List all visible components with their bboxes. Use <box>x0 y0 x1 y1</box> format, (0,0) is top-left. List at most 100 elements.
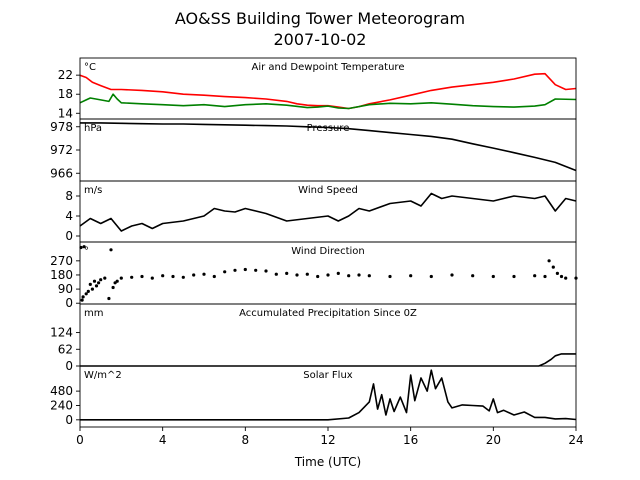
data-point <box>181 275 185 279</box>
data-point <box>103 276 107 280</box>
data-point <box>94 284 99 288</box>
data-point <box>326 273 330 277</box>
data-point <box>543 274 547 279</box>
series-line-0 <box>79 72 577 110</box>
data-point <box>285 271 289 275</box>
data-point <box>81 295 85 299</box>
data-point <box>388 274 392 279</box>
y-tick-label: 22 <box>58 68 73 82</box>
data-point <box>559 274 564 279</box>
data-point <box>547 259 551 263</box>
panel-unit-label: m/s <box>84 185 102 196</box>
chart-subtitle: 2007-10-02 <box>274 30 367 49</box>
series-line-0 <box>80 369 577 421</box>
data-point <box>192 273 196 277</box>
data-point <box>305 272 309 276</box>
y-tick-label: 180 <box>50 268 73 282</box>
data-point <box>564 276 568 280</box>
data-point <box>202 272 206 276</box>
panel-title: Wind Speed <box>298 185 358 196</box>
panel-title: Air and Dewpoint Temperature <box>252 62 405 73</box>
y-tick-label: 14 <box>58 106 73 120</box>
data-point <box>212 274 216 279</box>
panel-title: Pressure <box>307 123 350 134</box>
x-tick-label: 16 <box>403 433 418 447</box>
data-point <box>99 278 103 282</box>
data-point <box>533 274 537 278</box>
data-point <box>223 270 227 274</box>
y-tick-label: 972 <box>50 143 73 157</box>
data-point <box>233 268 237 272</box>
y-tick-label: 978 <box>50 120 73 134</box>
data-point <box>119 276 123 280</box>
data-point <box>336 271 340 275</box>
data-point <box>92 279 97 283</box>
panel-wind_speed: 0 4 8 m/s Wind Speed <box>65 180 577 243</box>
y-tick-label: 18 <box>58 87 73 101</box>
panel-title: Wind Direction <box>291 246 365 257</box>
data-point <box>171 274 175 279</box>
data-point <box>111 285 115 290</box>
x-axis: 0 4 8 12 16 20 24 <box>76 427 584 447</box>
y-tick-label: 90 <box>58 282 73 296</box>
panel-title: Accumulated Precipitation Since 0Z <box>239 308 417 319</box>
x-tick-label: 0 <box>76 433 84 447</box>
data-point <box>429 274 433 279</box>
x-tick-label: 4 <box>159 433 167 447</box>
data-point <box>471 274 475 278</box>
series-line-1 <box>79 93 577 110</box>
data-point <box>88 282 92 286</box>
data-point <box>84 292 88 296</box>
data-point <box>115 279 119 283</box>
y-tick-label: 480 <box>50 384 73 398</box>
data-point <box>316 274 320 279</box>
data-point <box>80 298 84 302</box>
data-point <box>150 276 154 280</box>
data-point <box>264 269 268 273</box>
y-tick-label: 4 <box>65 209 73 223</box>
x-tick-label: 12 <box>320 433 335 447</box>
panel-unit-label: hPa <box>84 123 102 134</box>
panel-unit-label: W/m^2 <box>84 370 122 381</box>
data-point <box>86 289 90 293</box>
data-point <box>140 274 144 279</box>
data-point <box>90 287 94 291</box>
data-point <box>551 265 555 269</box>
y-tick-label: 0 <box>65 229 73 243</box>
y-tick-label: 0 <box>65 359 73 373</box>
data-point <box>97 281 101 285</box>
data-point <box>367 274 371 278</box>
y-tick-label: 240 <box>50 398 73 412</box>
series-line-0 <box>79 192 577 232</box>
y-tick-label: 270 <box>50 254 73 268</box>
x-axis-label: Time (UTC) <box>294 455 361 469</box>
series-line-0 <box>80 353 576 367</box>
data-point <box>409 274 413 278</box>
x-tick-label: 20 <box>486 433 501 447</box>
data-point <box>274 272 278 276</box>
panel-unit-label: °C <box>84 62 96 73</box>
x-tick-label: 8 <box>242 433 250 447</box>
panel-title: Solar Flux <box>303 370 353 381</box>
data-point <box>107 296 111 301</box>
data-point <box>491 274 495 279</box>
data-point <box>357 273 361 277</box>
data-point <box>555 271 560 275</box>
data-point <box>109 248 113 252</box>
data-point <box>130 275 134 279</box>
y-tick-label: 62 <box>58 342 73 356</box>
y-tick-label: 124 <box>50 326 73 340</box>
data-point <box>254 268 258 272</box>
y-tick-label: 0 <box>65 413 73 427</box>
data-point <box>82 245 86 249</box>
data-point <box>512 274 516 279</box>
panel-pressure: 966 972 978 hPa Pressure <box>50 118 577 182</box>
data-point <box>161 274 165 278</box>
y-tick-label: 966 <box>50 166 73 180</box>
series-line-0 <box>80 122 577 172</box>
y-tick-label: 8 <box>65 189 73 203</box>
panel-unit-label: mm <box>84 308 103 319</box>
